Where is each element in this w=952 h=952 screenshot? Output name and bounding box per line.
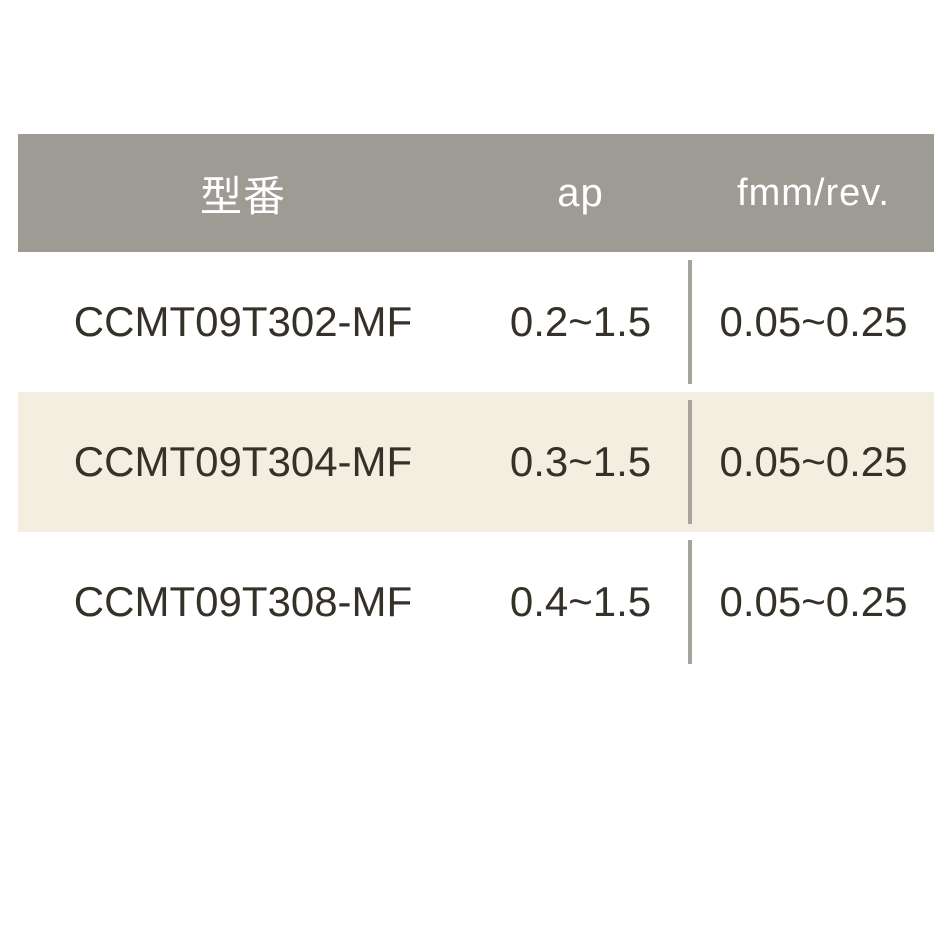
spec-table: 型番 ap fmm/rev. CCMT09T302-MF 0.2~1.5 0.0…: [18, 134, 934, 672]
header-label-ap: ap: [557, 171, 604, 215]
cell-fmm: 0.05~0.25: [693, 578, 934, 626]
column-header-model: 型番: [18, 163, 468, 224]
header-label-fmm: fmm/rev.: [737, 172, 890, 214]
model-text: CCMT09T308-MF: [74, 578, 412, 625]
model-text: CCMT09T304-MF: [74, 438, 412, 485]
table-header-row: 型番 ap fmm/rev.: [18, 134, 934, 252]
cell-ap: 0.2~1.5: [468, 298, 693, 346]
column-header-fmm: fmm/rev.: [693, 172, 934, 215]
column-divider: [688, 540, 692, 664]
ap-text: 0.2~1.5: [510, 298, 651, 345]
cell-model: CCMT09T308-MF: [18, 578, 468, 626]
column-header-ap: ap: [468, 171, 693, 216]
cell-model: CCMT09T304-MF: [18, 438, 468, 486]
table-row: CCMT09T308-MF 0.4~1.5 0.05~0.25: [18, 532, 934, 672]
ap-text: 0.4~1.5: [510, 578, 651, 625]
header-label-model: 型番: [200, 173, 286, 220]
table-row: CCMT09T304-MF 0.3~1.5 0.05~0.25: [18, 392, 934, 532]
cell-fmm: 0.05~0.25: [693, 298, 934, 346]
ap-text: 0.3~1.5: [510, 438, 651, 485]
model-text: CCMT09T302-MF: [74, 298, 412, 345]
fmm-text: 0.05~0.25: [719, 298, 907, 345]
cell-model: CCMT09T302-MF: [18, 298, 468, 346]
column-divider: [688, 260, 692, 384]
column-divider: [688, 400, 692, 524]
fmm-text: 0.05~0.25: [719, 438, 907, 485]
cell-ap: 0.4~1.5: [468, 578, 693, 626]
cell-ap: 0.3~1.5: [468, 438, 693, 486]
table-row: CCMT09T302-MF 0.2~1.5 0.05~0.25: [18, 252, 934, 392]
fmm-text: 0.05~0.25: [719, 578, 907, 625]
cell-fmm: 0.05~0.25: [693, 438, 934, 486]
